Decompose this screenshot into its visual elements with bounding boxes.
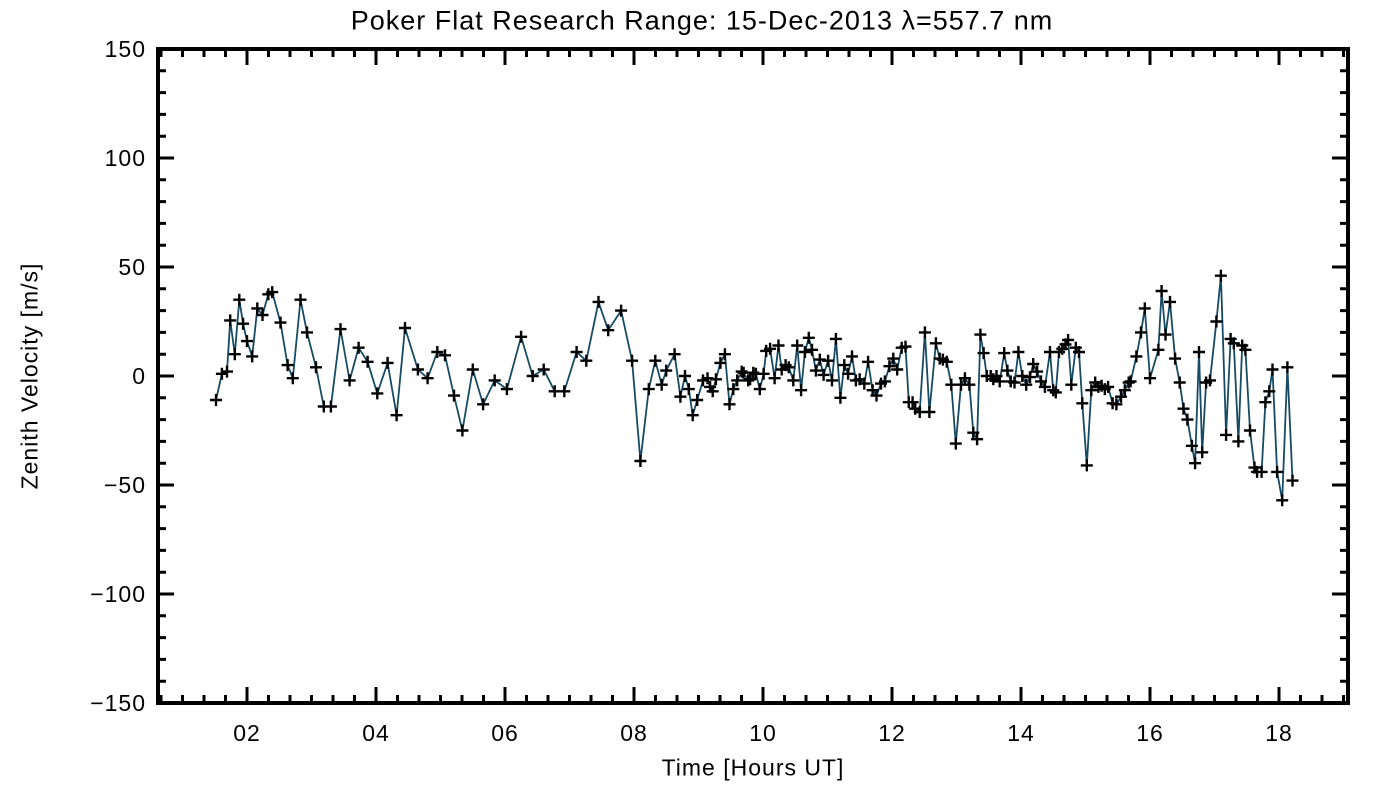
x-axis-title: Time [Hours UT] bbox=[661, 754, 845, 781]
x-tick-label: 04 bbox=[362, 720, 390, 746]
y-tick-label: −100 bbox=[90, 581, 146, 607]
y-tick-label: −150 bbox=[90, 690, 146, 716]
axis-ticks bbox=[158, 47, 1348, 705]
x-tick-label: 12 bbox=[878, 720, 906, 746]
x-tick-label: 02 bbox=[233, 720, 261, 746]
y-tick-label: 150 bbox=[105, 36, 146, 62]
x-tick-label: 08 bbox=[620, 720, 648, 746]
y-tick-label: 100 bbox=[105, 145, 146, 171]
y-tick-label: 0 bbox=[132, 363, 146, 389]
y-tick-label: −50 bbox=[104, 472, 146, 498]
y-axis-title: Zenith Velocity [m/s] bbox=[16, 262, 43, 490]
chart-title: Poker Flat Research Range: 15-Dec-2013 λ… bbox=[350, 5, 1054, 36]
x-tick-label: 14 bbox=[1007, 720, 1035, 746]
y-tick-label: 50 bbox=[118, 254, 146, 280]
x-tick-label: 18 bbox=[1265, 720, 1293, 746]
x-tick-label: 06 bbox=[491, 720, 519, 746]
x-tick-label: 10 bbox=[749, 720, 777, 746]
x-tick-label: 16 bbox=[1136, 720, 1164, 746]
data-point-markers bbox=[210, 269, 1299, 507]
